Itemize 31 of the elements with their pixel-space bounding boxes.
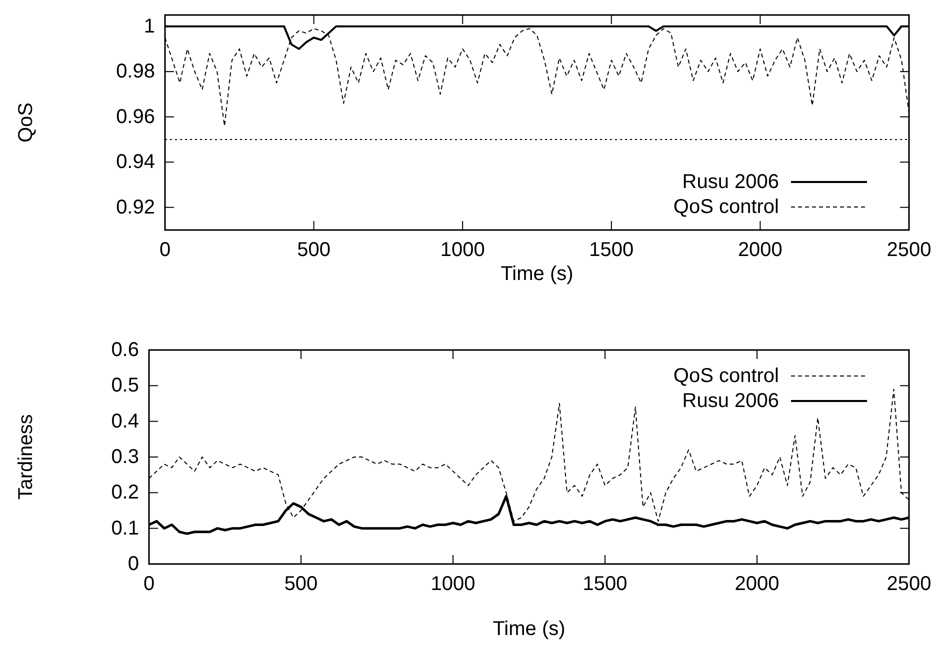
x-tick-label: 500	[297, 239, 330, 261]
legend-label: QoS control	[673, 365, 779, 387]
x-tick-label: 1500	[589, 239, 634, 261]
x-tick-label: 1000	[440, 239, 485, 261]
y-tick-label: 0.2	[111, 482, 139, 504]
y-tick-label: 0.98	[116, 60, 155, 83]
y-tick-label: 0.94	[116, 151, 155, 174]
x-tick-label: 0	[159, 239, 171, 261]
legend-label: Rusu 2006	[682, 171, 779, 193]
y-tick-label: 0.96	[116, 106, 155, 128]
y-axis-title: Tardiness	[15, 414, 37, 500]
legend-label: Rusu 2006	[682, 390, 779, 412]
x-tick-label: 500	[284, 573, 318, 595]
legend-label: QoS control	[673, 196, 779, 218]
y-tick-label: 1	[144, 15, 155, 38]
y-tick-label: 0.3	[111, 446, 139, 468]
x-tick-label: 2000	[734, 573, 780, 595]
x-axis-title: Time (s)	[500, 263, 574, 285]
y-tick-label: 0	[128, 553, 139, 575]
y-tick-label: 0.4	[111, 410, 139, 432]
x-tick-label: 1000	[430, 573, 476, 595]
x-tick-label: 2500	[886, 239, 932, 261]
y-tick-label: 0.1	[111, 517, 139, 540]
y-tick-label: 0.5	[111, 374, 139, 397]
x-axis-title: Time (s)	[492, 618, 566, 640]
y-axis-title: QoS	[15, 102, 37, 143]
x-tick-label: 2000	[738, 239, 782, 261]
y-tick-label: 0.6	[111, 339, 139, 361]
y-tick-label: 0.92	[116, 196, 155, 218]
x-tick-label: 2500	[886, 573, 932, 595]
x-tick-label: 1500	[582, 573, 628, 595]
